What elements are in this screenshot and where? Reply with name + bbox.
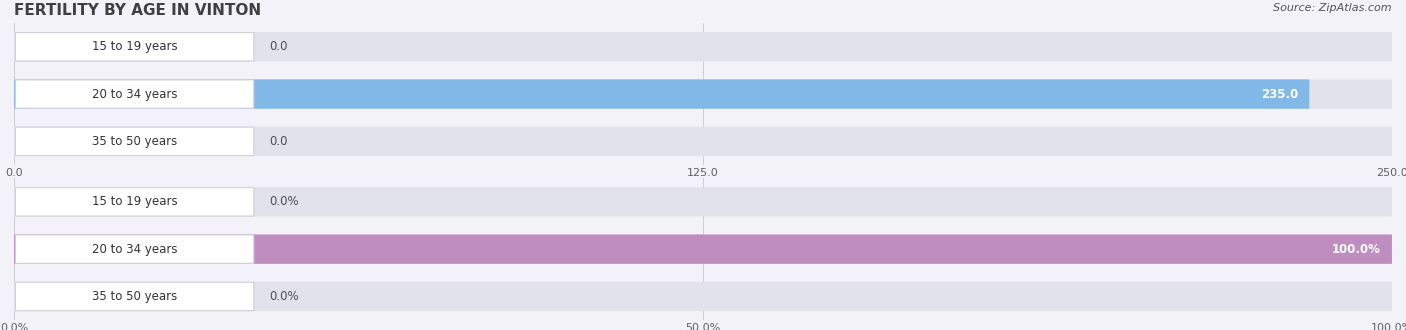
Text: 0.0: 0.0 (269, 135, 287, 148)
Text: 35 to 50 years: 35 to 50 years (91, 135, 177, 148)
FancyBboxPatch shape (15, 127, 254, 155)
Text: 20 to 34 years: 20 to 34 years (91, 243, 177, 256)
Text: Source: ZipAtlas.com: Source: ZipAtlas.com (1274, 3, 1392, 13)
FancyBboxPatch shape (15, 188, 254, 216)
FancyBboxPatch shape (14, 127, 1392, 156)
Text: FERTILITY BY AGE IN VINTON: FERTILITY BY AGE IN VINTON (14, 3, 262, 18)
FancyBboxPatch shape (14, 187, 1392, 216)
FancyBboxPatch shape (14, 235, 1392, 264)
Text: 15 to 19 years: 15 to 19 years (91, 40, 177, 53)
FancyBboxPatch shape (15, 33, 254, 61)
Text: 235.0: 235.0 (1261, 87, 1298, 101)
FancyBboxPatch shape (14, 32, 1392, 61)
FancyBboxPatch shape (15, 80, 254, 108)
FancyBboxPatch shape (14, 282, 1392, 311)
Text: 0.0%: 0.0% (269, 290, 298, 303)
Text: 15 to 19 years: 15 to 19 years (91, 195, 177, 208)
FancyBboxPatch shape (14, 80, 1392, 109)
FancyBboxPatch shape (14, 80, 1309, 109)
Text: 100.0%: 100.0% (1331, 243, 1381, 256)
FancyBboxPatch shape (14, 235, 1392, 264)
FancyBboxPatch shape (15, 235, 254, 263)
FancyBboxPatch shape (15, 282, 254, 311)
Text: 0.0%: 0.0% (269, 195, 298, 208)
Text: 20 to 34 years: 20 to 34 years (91, 87, 177, 101)
Text: 35 to 50 years: 35 to 50 years (91, 290, 177, 303)
Text: 0.0: 0.0 (269, 40, 287, 53)
